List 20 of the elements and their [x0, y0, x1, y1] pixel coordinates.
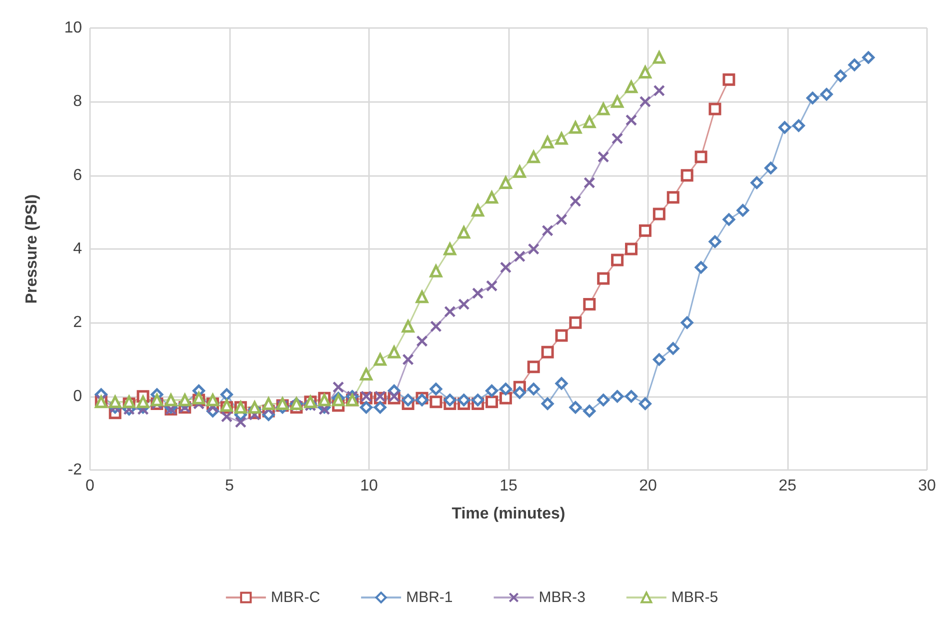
y-tick-label: 6: [73, 166, 82, 184]
x-axis-title: Time (minutes): [452, 506, 566, 522]
y-tick-label: 8: [73, 93, 82, 110]
legend-label: MBR-1: [406, 589, 453, 606]
legend-label: MBR-5: [671, 589, 718, 606]
x-tick-label: 30: [918, 478, 936, 494]
legend-label: MBR-3: [538, 589, 586, 606]
x-tick-label: 5: [225, 478, 234, 494]
x-tick-label: 0: [86, 478, 95, 494]
y-tick-label: -2: [68, 462, 82, 478]
x-tick-label: 25: [778, 478, 796, 494]
x-tick-label: 10: [360, 478, 378, 494]
legend-label: MBR-C: [270, 589, 320, 606]
y-tick-label: 10: [64, 20, 82, 36]
y-tick-label: 0: [73, 388, 82, 405]
x-tick-label: 15: [500, 478, 518, 494]
y-axis-title: Pressure (PSI): [24, 194, 40, 304]
y-tick-label: 2: [73, 314, 82, 332]
x-tick-label: 20: [639, 478, 657, 494]
y-tick-label: 4: [73, 240, 82, 258]
